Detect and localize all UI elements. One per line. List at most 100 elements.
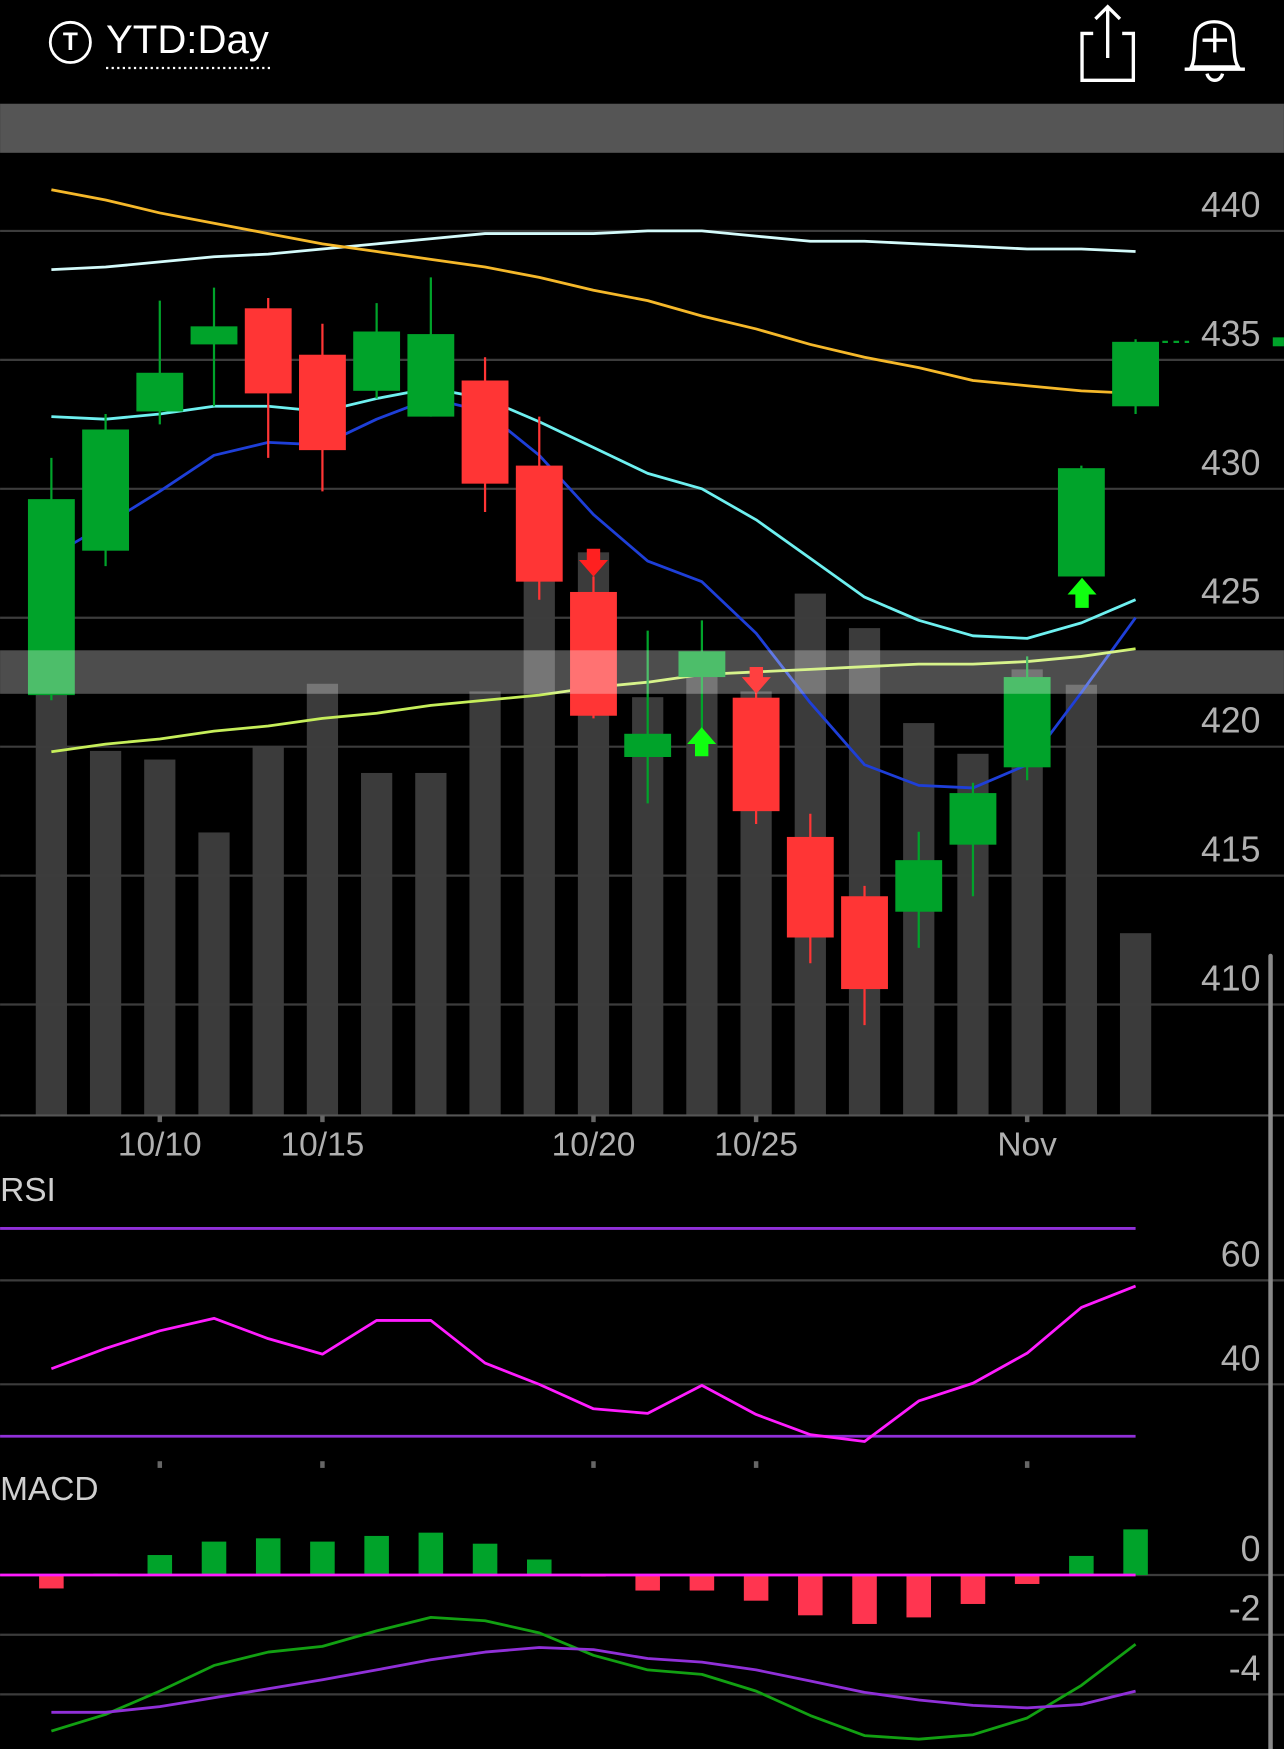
toolbar-band (0, 103, 1284, 153)
alert-button[interactable] (1184, 20, 1245, 82)
volume-bar (252, 746, 284, 1116)
candle-body (353, 331, 401, 391)
macd-line (51, 1646, 1136, 1714)
panel-title: MACD (0, 1471, 98, 1508)
candle-body (786, 836, 834, 938)
buy-signal (687, 727, 717, 757)
volume-bar (361, 772, 393, 1116)
candle-body (841, 896, 888, 990)
last-price-marker (1272, 337, 1284, 347)
macd-histogram-bar (418, 1532, 444, 1576)
macd-histogram-bar (689, 1575, 715, 1591)
price-zone (0, 650, 1284, 694)
moving-average (51, 229, 1136, 271)
candle-body (895, 860, 943, 912)
volume-bar (848, 628, 881, 1116)
share-arrow (1094, 4, 1122, 59)
candle-body (299, 354, 346, 451)
volume-bar (144, 759, 176, 1116)
macd-histogram-bar (39, 1575, 64, 1589)
y-tick-label: 430 (1201, 443, 1261, 483)
x-tick-label: 10/15 (281, 1127, 365, 1164)
y-tick-label: 40 (1221, 1338, 1261, 1378)
x-tick-label: Nov (997, 1127, 1057, 1164)
bell (1184, 20, 1245, 71)
macd-histogram-bar (743, 1575, 769, 1601)
macd-histogram-bar (147, 1555, 173, 1576)
bell-clapper (1205, 72, 1225, 82)
macd-histogram-bar (1069, 1555, 1094, 1576)
x-tick-label: 10/10 (118, 1127, 202, 1164)
share-box (1080, 31, 1136, 82)
share-button[interactable] (1080, 4, 1136, 82)
panel-title: RSI (0, 1172, 56, 1209)
candle-body (732, 697, 780, 812)
symbol-icon[interactable] (48, 20, 92, 64)
candle-body (82, 429, 130, 551)
y-tick-label: 0 (1241, 1529, 1261, 1569)
y-tick-label: 435 (1201, 314, 1261, 354)
macd-histogram-bar (472, 1543, 498, 1576)
y-tick-label: 440 (1201, 185, 1261, 225)
candle-body (244, 308, 292, 394)
buy-signal (1067, 577, 1097, 608)
macd-histogram-bar (798, 1575, 823, 1616)
macd-histogram-bar (960, 1575, 986, 1604)
macd-histogram-bar (906, 1575, 932, 1618)
moving-average (51, 188, 1136, 395)
volume-bar (35, 657, 67, 1116)
y-tick-label: 415 (1201, 830, 1261, 870)
volume-bar (415, 772, 447, 1116)
x-tick-label: 10/25 (714, 1127, 798, 1164)
macd-line (50, 1615, 1137, 1741)
y-tick-label: 420 (1201, 701, 1261, 741)
candle-body (190, 326, 238, 345)
moving-average (50, 397, 1137, 790)
macd-histogram-bar (364, 1535, 389, 1576)
candle-body (678, 651, 726, 678)
sell-signal (578, 548, 608, 577)
candle-body (1112, 341, 1160, 407)
candle-body (407, 334, 455, 417)
candle-body (27, 499, 75, 696)
y-tick-label: 60 (1221, 1234, 1261, 1274)
macd-histogram-bar (635, 1575, 660, 1591)
y-tick-label: -2 (1229, 1589, 1261, 1629)
macd-histogram-bar (255, 1538, 281, 1576)
symbol-icon-letter: T (63, 29, 78, 56)
candle-body (624, 733, 672, 757)
volume-bar (469, 691, 501, 1116)
candle-body (1003, 677, 1051, 768)
macd-histogram-bar (852, 1575, 877, 1624)
macd-histogram-bar (526, 1559, 552, 1576)
volume-bar (1119, 933, 1152, 1116)
volume-bar (89, 750, 122, 1116)
range-selector[interactable]: YTD:Day (106, 17, 269, 62)
y-tick-label: 425 (1201, 572, 1261, 612)
macd-histogram-bar (1014, 1575, 1040, 1584)
overlay (0, 548, 1284, 1749)
candle-body (461, 380, 509, 484)
volume-bar (306, 683, 339, 1116)
macd-histogram-bar (201, 1541, 227, 1576)
volume-bar (523, 580, 555, 1116)
y-tick-label: 410 (1201, 959, 1261, 999)
candle-body (515, 465, 563, 582)
rsi-line (50, 1284, 1137, 1443)
candle-body (570, 591, 617, 716)
candle-body (1057, 468, 1105, 577)
macd-histogram-bar (1123, 1529, 1148, 1576)
moving-average (51, 386, 1137, 640)
y-tick-label: -4 (1229, 1648, 1261, 1688)
sell-signal (741, 667, 771, 694)
macd-histogram-bar (310, 1541, 335, 1576)
volume-bar (198, 832, 230, 1116)
volume-bar (1065, 684, 1097, 1116)
x-tick-label: 10/20 (552, 1127, 636, 1164)
plus (1202, 27, 1228, 53)
candle-body (949, 793, 997, 845)
header: T YTD:Day (48, 4, 1245, 82)
candle-body (136, 372, 184, 412)
